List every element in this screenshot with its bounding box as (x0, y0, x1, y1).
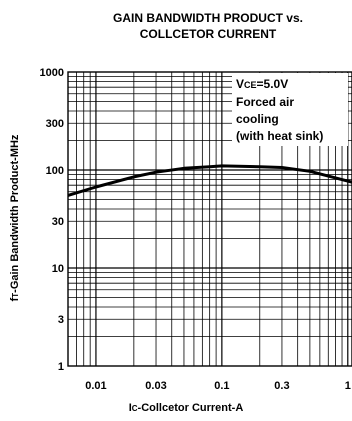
data-layer (67, 164, 352, 197)
x-tick-label: 0.03 (145, 380, 166, 392)
annotation-line-4: (with heat sink) (236, 129, 323, 143)
annotation-box: VCE=5.0V Forced air cooling (with heat s… (232, 73, 348, 146)
x-tick-label: 0.01 (85, 380, 106, 392)
y-axis-label: fT-Gain Bandwidth Product-MHz (9, 134, 21, 301)
y-tick-label: 100 (46, 165, 64, 177)
tick-labels: 1 3 10 30 100 300 1000 0.01 0.03 0.1 0.3 1 (40, 67, 351, 392)
y-tick-label: 1 (58, 361, 64, 373)
annotation-line-3: cooling (236, 112, 279, 126)
y-axis-label-text: -Gain Bandwidth Product-MHz (9, 134, 21, 293)
x-tick-label: 1 (345, 380, 351, 392)
y-tick-label: 300 (46, 118, 64, 130)
x-axis-label: IC-Collcetor Current-A (129, 402, 244, 414)
annotation-background (232, 73, 348, 146)
chart-title-line1: GAIN BANDWIDTH PRODUCT vs. (113, 11, 303, 25)
annotation-line-2: Forced air (236, 95, 294, 109)
chart-title-line2: COLLCETOR CURRENT (140, 27, 277, 41)
plot-frame (67, 71, 352, 367)
annotation-ce-subscript: CE (244, 80, 257, 90)
y-tick-label: 30 (52, 216, 64, 228)
y-tick-label: 10 (52, 263, 64, 275)
annotation-line-1: VCE=5.0V (236, 77, 288, 91)
annotation-v-symbol: V (236, 77, 244, 91)
x-tick-label: 0.3 (274, 380, 289, 392)
x-axis-label-text: -Collcetor Current-A (138, 402, 244, 414)
y-axis-t-subscript: T (11, 293, 20, 298)
y-axis-f-symbol: f (9, 297, 21, 301)
x-axis-c-subscript: C (132, 404, 138, 413)
x-axis-i-symbol: I (129, 402, 132, 414)
annotation-value: =5.0V (257, 77, 289, 91)
y-tick-label: 3 (58, 314, 64, 326)
series-line (67, 164, 352, 197)
y-tick-label: 1000 (40, 67, 64, 79)
x-tick-label: 0.1 (214, 380, 229, 392)
